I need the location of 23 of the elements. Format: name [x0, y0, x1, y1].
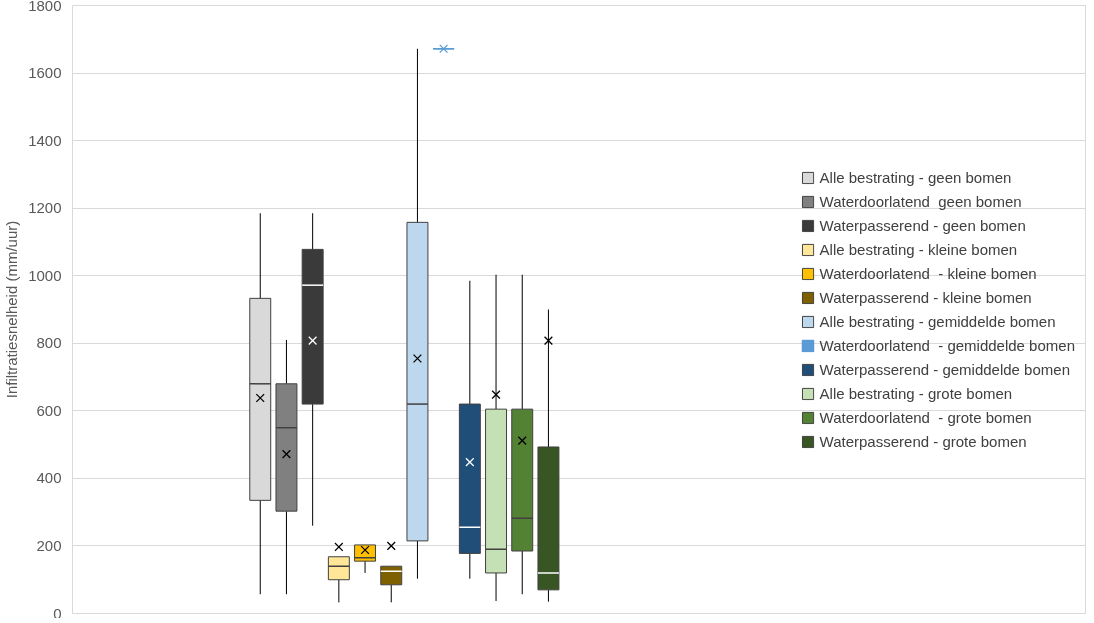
- y-axis-title: Infiltratiesnelheid (mm/uur): [3, 220, 21, 399]
- legend-label: Alle bestrating - gemiddelde bomen: [819, 312, 1056, 330]
- y-tick-label: 400: [36, 469, 62, 487]
- y-tick-label: 600: [36, 401, 62, 419]
- y-tick-label: 0: [53, 604, 62, 622]
- y-tick-label: 800: [36, 334, 62, 352]
- legend-label: Waterpasserend - grote bomen: [819, 432, 1027, 450]
- legend-label: Waterdoorlatend - gemiddelde bomen: [819, 336, 1075, 354]
- y-tick-label: 200: [36, 536, 62, 554]
- legend-label: Alle bestrating - grote bomen: [819, 384, 1013, 402]
- y-tick-label: 1200: [28, 199, 62, 217]
- y-tick-label: 1000: [28, 266, 62, 284]
- y-tick-label: 1400: [28, 131, 62, 149]
- y-tick-label: 1600: [28, 64, 62, 82]
- legend-label: Waterpasserend - geen bomen: [819, 216, 1026, 234]
- y-tick-label: 1800: [28, 0, 62, 14]
- legend-label: Alle bestrating - kleine bomen: [819, 240, 1018, 258]
- legend-label: Waterpasserend - kleine bomen: [819, 288, 1032, 306]
- legend-label: Alle bestrating - geen bomen: [819, 168, 1012, 186]
- legend-label: Waterdoorlatend geen bomen: [819, 192, 1022, 210]
- legend-label: Waterdoorlatend - kleine bomen: [819, 264, 1037, 282]
- legend-label: Waterpasserend - gemiddelde bomen: [819, 360, 1070, 378]
- legend-label: Waterdoorlatend - grote bomen: [819, 408, 1032, 426]
